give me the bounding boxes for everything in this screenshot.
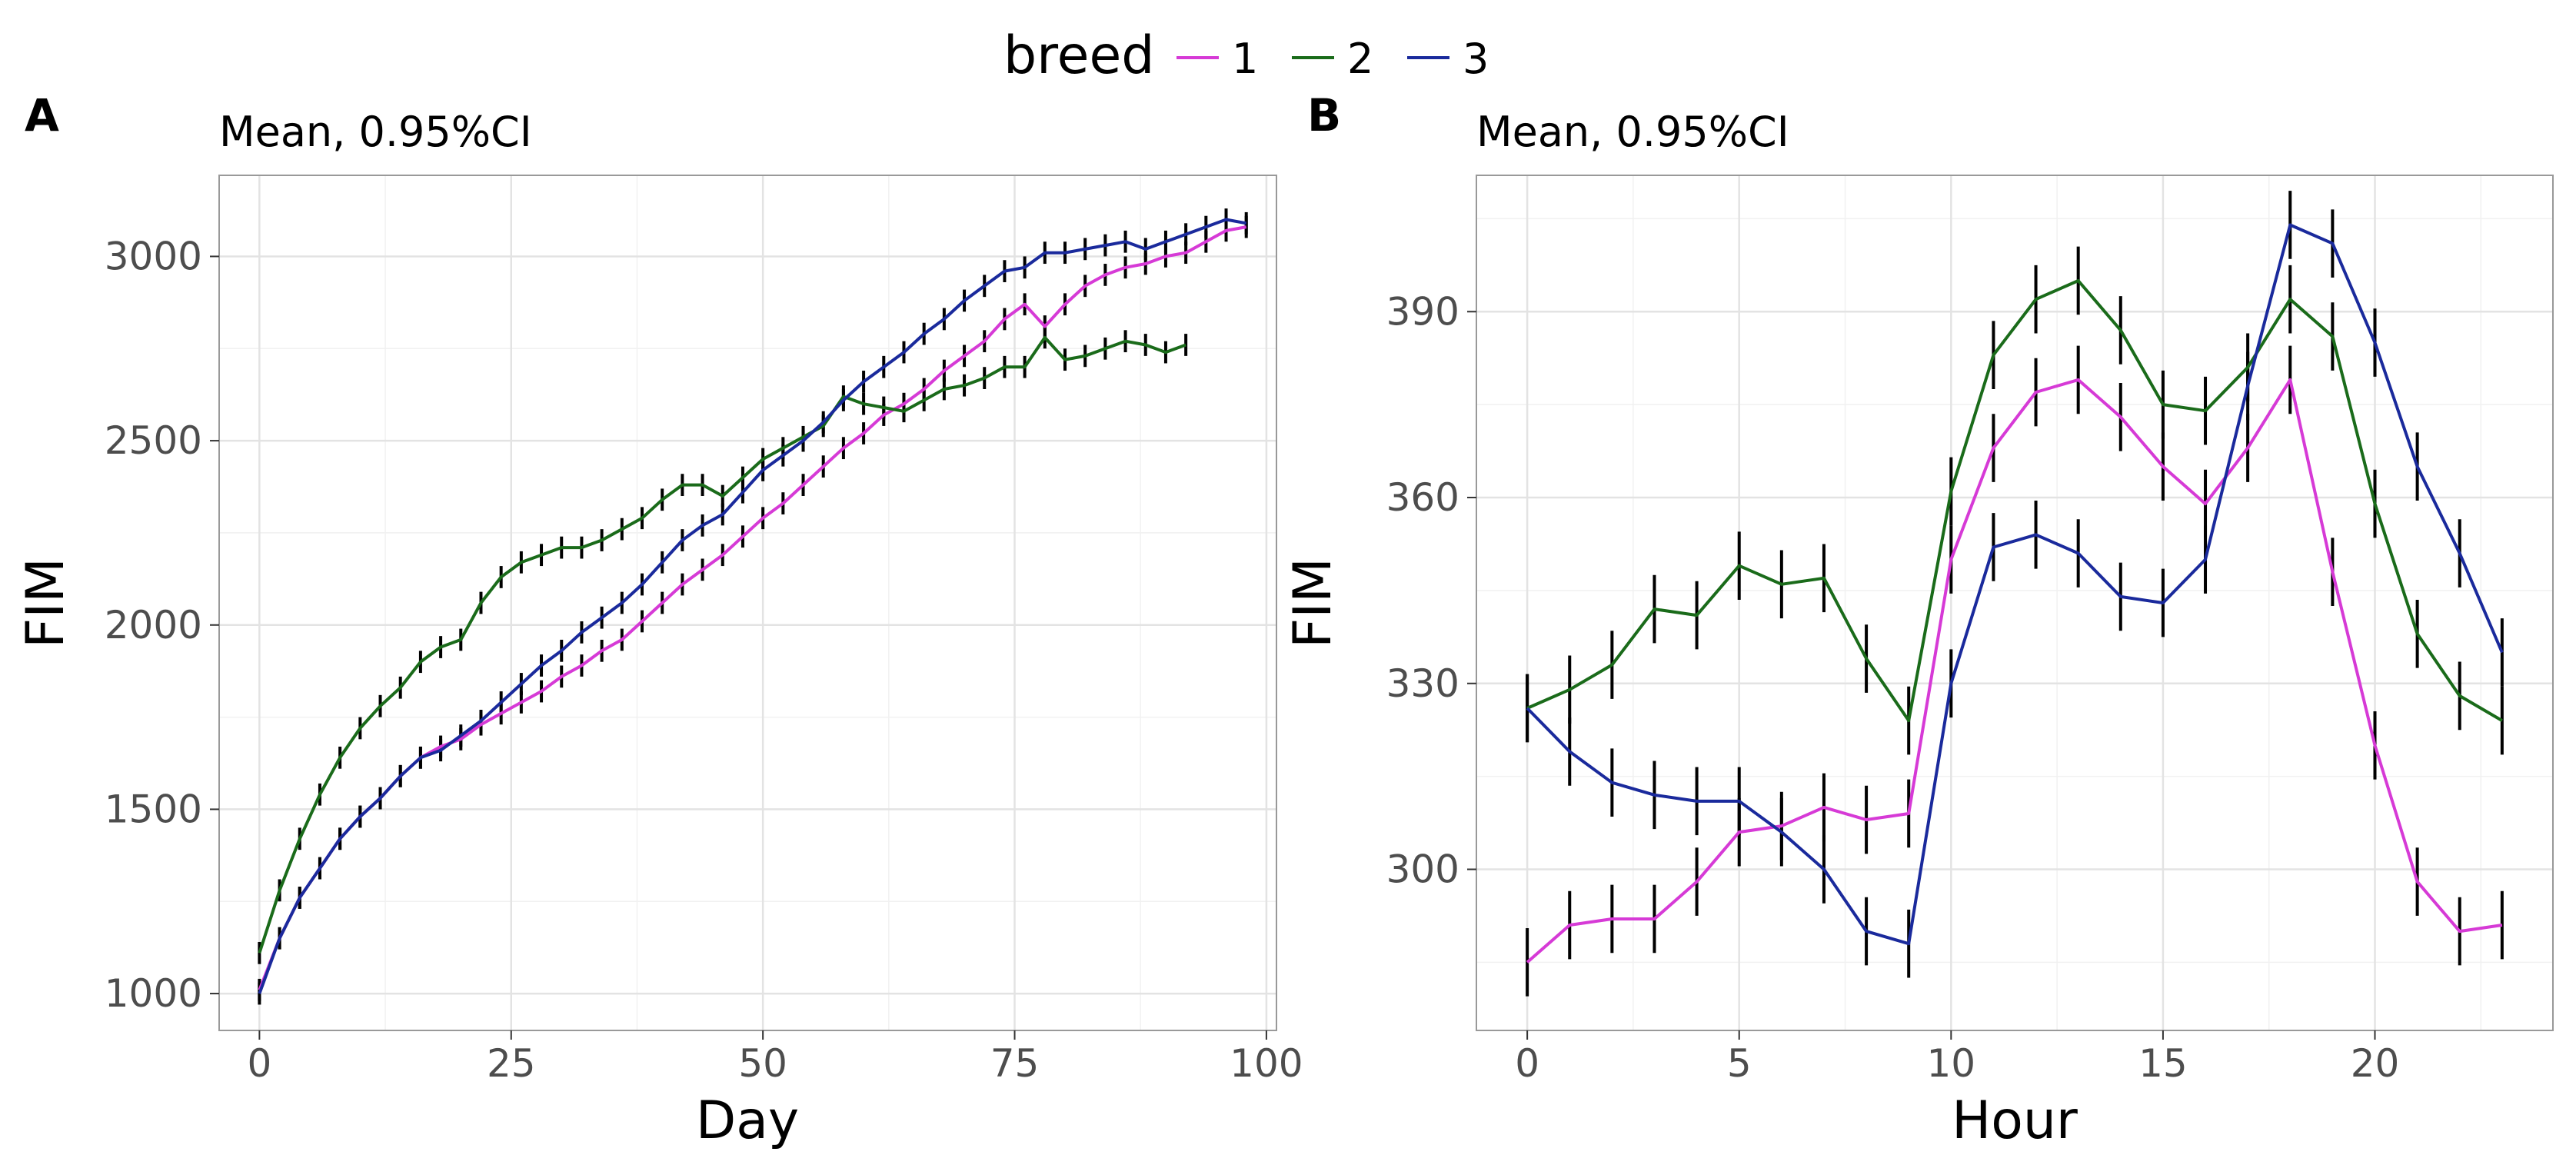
panel-b-ticks: 0 5 10 15 20 300 330 360 390	[1386, 289, 2400, 1086]
panel-b-subtitle: Mean, 0.95%CI	[1476, 108, 1789, 156]
panel-a: A Mean, 0.95%CI 0 25 50 75 100 1000 1500 2000 25…	[15, 89, 1303, 1151]
legend-label-1: 1	[1232, 35, 1258, 83]
x-tick-label: 10	[1927, 1041, 1976, 1086]
panel-b-lines	[1526, 223, 2504, 964]
y-tick-label: 3000	[105, 234, 202, 278]
panel-b-ylabel: FIM	[1283, 558, 1343, 648]
panel-a-ticks: 0 25 50 75 100 1000 1500 2000 2500 3000	[105, 234, 1303, 1086]
x-tick-label: 20	[2351, 1041, 2400, 1086]
y-tick-label: 1500	[105, 787, 202, 831]
panel-a-tag: A	[25, 89, 59, 141]
legend-label-2: 2	[1347, 35, 1373, 83]
x-tick-label: 0	[247, 1041, 271, 1086]
legend-title: breed	[1003, 25, 1154, 86]
panel-a-border	[218, 175, 1277, 1031]
y-tick-label: 390	[1386, 289, 1459, 334]
panel-b-tag: B	[1307, 89, 1341, 141]
series-line-breed-3	[258, 218, 1247, 994]
legend-label-3: 3	[1463, 35, 1489, 83]
x-tick-label: 50	[738, 1041, 787, 1086]
panel-a-xlabel: Day	[696, 1090, 799, 1151]
panel-a-lines	[258, 218, 1247, 994]
panel-a-plot-area	[218, 175, 1277, 1031]
panel-a-ylabel: FIM	[15, 558, 76, 648]
legend-entries: 1 2 3	[1177, 35, 1489, 83]
x-tick-label: 75	[990, 1041, 1040, 1086]
y-tick-label: 360	[1386, 475, 1459, 520]
legend: breed 1 2 3	[1003, 25, 1489, 86]
panel-a-grid	[219, 175, 1276, 1030]
y-tick-label: 300	[1386, 847, 1459, 891]
y-tick-label: 1000	[105, 971, 202, 1016]
panel-b-plot-area	[1476, 175, 2554, 1031]
x-tick-label: 100	[1230, 1041, 1303, 1086]
panel-a-subtitle: Mean, 0.95%CI	[219, 108, 532, 156]
y-tick-label: 2000	[105, 603, 202, 647]
x-tick-label: 5	[1727, 1041, 1752, 1086]
series-line-breed-1	[1526, 378, 2503, 964]
series-line-breed-2	[258, 335, 1186, 954]
series-line-breed-3	[1526, 223, 2504, 946]
y-tick-label: 330	[1386, 661, 1459, 706]
series-line-breed-2	[1526, 279, 2503, 723]
x-tick-label: 25	[487, 1041, 536, 1086]
panel-b-xlabel: Hour	[1952, 1090, 2078, 1151]
x-tick-label: 15	[2138, 1041, 2188, 1086]
panel-b-border	[1476, 175, 2554, 1031]
y-tick-label: 2500	[105, 418, 202, 463]
panel-b: B Mean, 0.95%CI 0 5 10 15 20 300 330 360 390 Hou…	[1283, 89, 2554, 1151]
x-tick-label: 0	[1515, 1041, 1539, 1086]
